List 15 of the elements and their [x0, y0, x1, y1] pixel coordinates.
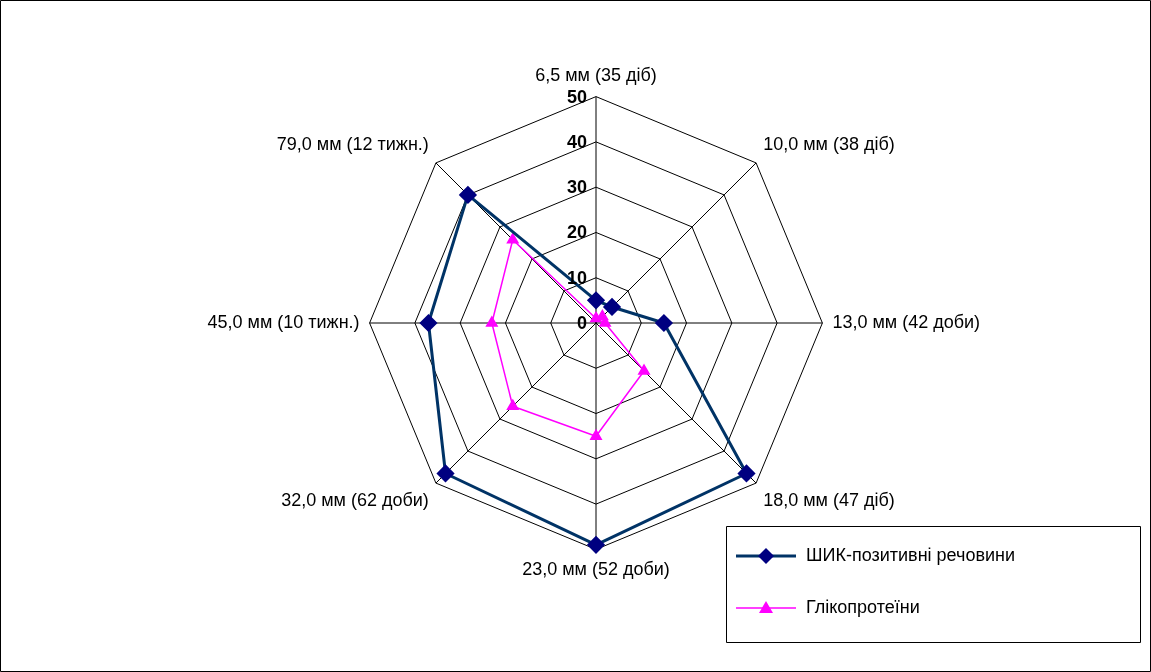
spoke-label: 10,0 мм (38 діб) [763, 134, 895, 155]
spoke-label: 6,5 мм (35 діб) [535, 64, 657, 85]
y-tick-label: 0 [576, 312, 587, 333]
y-tick-label: 40 [566, 131, 587, 152]
legend-label: ШИК-позитивні речовини [806, 544, 1016, 565]
y-tick-label: 50 [566, 86, 587, 107]
spoke-label: 32,0 мм (62 доби) [281, 489, 429, 510]
y-tick-label: 20 [566, 222, 587, 243]
legend-label: Глікопротеїни [806, 596, 920, 617]
y-tick-label: 30 [566, 177, 587, 198]
spoke-label: 45,0 мм (10 тижн.) [207, 311, 360, 332]
spoke-label: 23,0 мм (52 доби) [522, 559, 670, 580]
spoke-label: 13,0 мм (42 доби) [832, 311, 981, 332]
spoke-label: 18,0 мм (47 діб) [763, 489, 895, 510]
spoke-label: 79,0 мм (12 тижн.) [276, 134, 429, 155]
